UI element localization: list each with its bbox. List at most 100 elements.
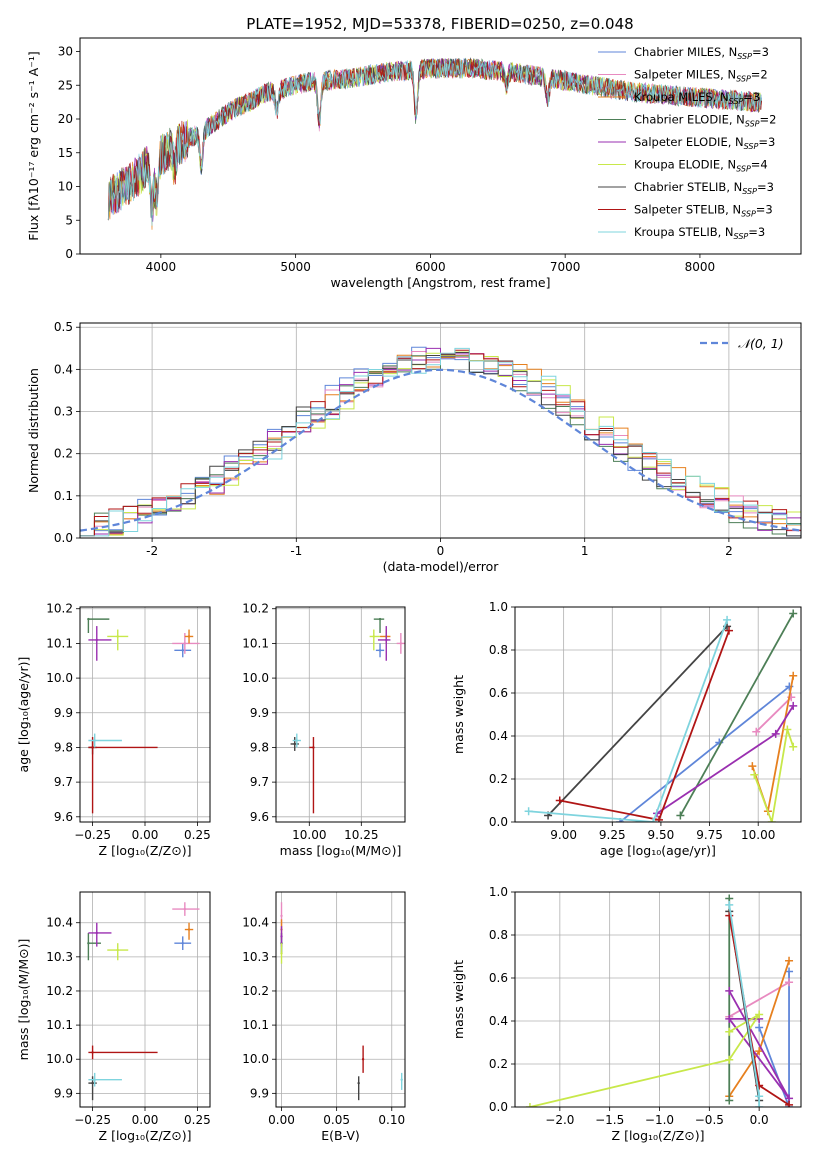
plus-marker — [783, 725, 792, 734]
y-tick-label: 0.0 — [489, 815, 508, 829]
x-tick-label: 0.00 — [268, 1113, 295, 1127]
data-point — [280, 952, 283, 955]
weight-series-line — [728, 981, 790, 1018]
weight-series-line — [679, 613, 795, 816]
y-tick-label: 0.6 — [489, 971, 508, 985]
axes-frame — [275, 891, 406, 1108]
x-tick-label: 10.25 — [344, 828, 378, 842]
x-tick-label: −1.5 — [595, 1113, 624, 1127]
axes-frame — [79, 606, 211, 823]
plus-marker — [789, 701, 798, 710]
plus-marker — [654, 815, 663, 822]
y-tick-label: 0.2 — [489, 772, 508, 786]
y-tick-label: 10.2 — [46, 984, 73, 998]
x-tick-label: 9.50 — [648, 828, 675, 842]
y-tick-label: 1.0 — [489, 885, 508, 899]
data-point — [280, 935, 283, 938]
legend-label: Chabrier STELIB, NSSP=3 — [634, 180, 774, 196]
plus-marker — [649, 818, 658, 822]
weight-series-line — [755, 696, 792, 733]
legend-label: Kroupa STELIB, NSSP=3 — [634, 225, 765, 241]
plus-marker — [725, 1055, 734, 1064]
x-axis-label: age [log₁₀(age/yr)] — [600, 843, 716, 858]
data-point — [372, 635, 375, 638]
data-point — [400, 1078, 403, 1081]
y-tick-label: 0.0 — [54, 531, 73, 545]
data-point — [87, 617, 90, 621]
y-tick-label: 10.3 — [242, 950, 269, 964]
x-tick-label: −2.0 — [545, 1113, 574, 1127]
y-axis-label: Normed distribution — [26, 368, 41, 493]
data-point — [385, 638, 388, 642]
y-tick-label: 10.0 — [242, 671, 269, 685]
plus-marker — [785, 1100, 794, 1107]
data-point — [378, 649, 382, 652]
x-tick-label: 0.05 — [323, 1113, 350, 1127]
legend-label: Salpeter MILES, NSSP=2 — [634, 68, 768, 84]
y-tick-label: 9.6 — [54, 810, 73, 824]
plus-marker — [785, 978, 794, 987]
plus-marker — [767, 818, 776, 822]
weight-series-line — [656, 705, 794, 815]
data-point — [181, 941, 184, 945]
x-tick-label: 6000 — [415, 260, 446, 274]
plot-area — [525, 894, 794, 1107]
x-axis-label: E(B-V) — [321, 1128, 360, 1143]
weight-series-line — [758, 971, 790, 1107]
y-tick-label: 10.2 — [46, 602, 73, 616]
axes-frame — [79, 891, 211, 1108]
x-tick-label: -2 — [146, 544, 158, 558]
y-tick-label: 10.3 — [46, 950, 73, 964]
legend-label: Salpeter STELIB, NSSP=3 — [634, 203, 773, 219]
y-tick-label: 9.8 — [54, 740, 73, 754]
plus-marker — [785, 956, 794, 965]
y-tick-label: 9.9 — [250, 706, 269, 720]
x-axis-label: Z [log₁₀(Z/Z⊙)] — [612, 1128, 705, 1143]
x-tick-label: 0 — [437, 544, 445, 558]
panel-weight_vs_age: 9.00 9.25 9.50 9.75 10.00 0.0 0.2 0.4 0.6 0.8 1.0 a… — [451, 600, 802, 858]
plus-marker — [725, 626, 734, 635]
axes-frame — [79, 322, 802, 539]
data-point — [95, 638, 98, 642]
y-tick-label: 10.4 — [242, 916, 269, 930]
legend-label: Salpeter ELODIE, NSSP=3 — [634, 135, 775, 151]
legend-label: Chabrier MILES, NSSP=3 — [634, 45, 769, 61]
y-tick-label: 9.7 — [250, 775, 269, 789]
x-tick-label: 0.00 — [132, 1113, 159, 1127]
data-point — [91, 746, 94, 749]
x-tick-label: 8000 — [685, 260, 716, 274]
y-tick-label: 10.2 — [242, 602, 269, 616]
data-point — [93, 739, 96, 742]
x-tick-label: 5000 — [280, 260, 311, 274]
axes-frame — [514, 606, 802, 823]
legend-label: 𝒩(0, 1) — [738, 336, 784, 351]
y-tick-label: 10.1 — [46, 1018, 73, 1032]
y-tick-label: 10.0 — [46, 1052, 73, 1066]
plus-marker — [771, 729, 780, 738]
y-tick-label: 0.0 — [489, 1100, 508, 1114]
axes-frame — [79, 37, 802, 255]
data-point — [280, 914, 283, 918]
panel-mass_vs_EBV: 0.00 0.05 0.10 9.9 10.0 10.1 10.2 10.3 10.4 E(B-V… — [242, 891, 406, 1143]
plus-marker — [750, 770, 759, 779]
axes-frame — [275, 606, 406, 823]
x-axis-label: Z [log₁₀(Z/Z⊙)] — [99, 1128, 192, 1143]
normal-curve — [80, 368, 801, 532]
y-tick-label: 15 — [58, 146, 73, 160]
y-tick-label: 9.9 — [250, 1086, 269, 1100]
data-point — [293, 742, 296, 746]
y-tick-label: 30 — [58, 45, 73, 59]
x-axis-label: (data-model)/error — [383, 559, 500, 574]
y-tick-label: 10.0 — [242, 1052, 269, 1066]
y-tick-label: 10.1 — [46, 636, 73, 650]
panel-mass_vs_Z: −0.25 0.00 0.25 9.9 10.0 10.1 10.2 10.3 10.4 Z [l… — [16, 891, 211, 1143]
x-tick-label: 10.00 — [741, 828, 775, 842]
y-axis-label: mass weight — [451, 960, 466, 1039]
plus-marker — [525, 1103, 534, 1107]
x-tick-label: 0.10 — [378, 1113, 405, 1127]
x-tick-label: −0.25 — [74, 828, 111, 842]
weight-series-line — [753, 729, 795, 822]
y-tick-label: 25 — [58, 78, 73, 92]
plot-area — [107, 57, 762, 230]
